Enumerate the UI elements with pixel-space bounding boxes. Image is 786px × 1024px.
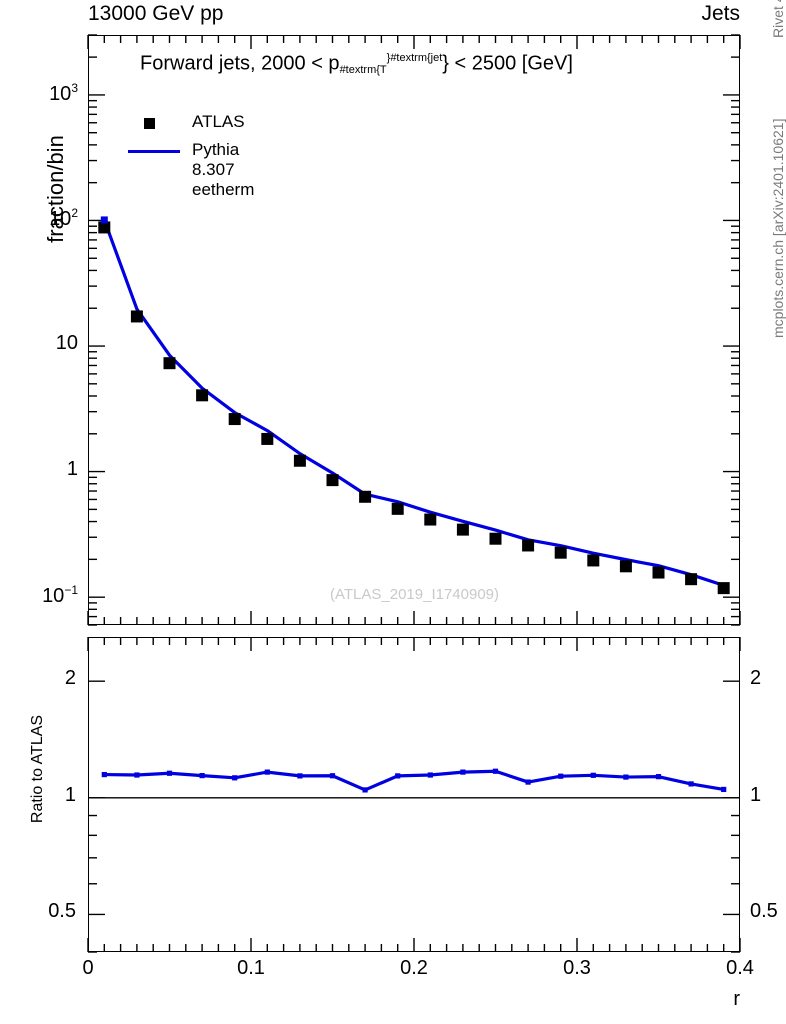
ratio-marker — [199, 773, 205, 779]
y-tick-label-base: 10 — [42, 584, 65, 607]
data-marker — [261, 432, 274, 445]
data-marker — [456, 523, 469, 536]
ratio-marker — [427, 772, 433, 778]
ratio-marker — [264, 769, 270, 775]
ratio-marker — [558, 773, 564, 779]
data-marker — [359, 490, 372, 503]
y-tick-label-base: 10 — [49, 82, 72, 105]
x-tick-label: 0 — [82, 957, 94, 979]
x-tick-label: 0.3 — [563, 957, 591, 979]
data-marker — [424, 513, 437, 526]
rivet-version-caption: Rivet 4.1.0, 700k events — [770, 0, 786, 38]
legend-marker-line-icon — [128, 150, 180, 153]
ratio-marker — [395, 773, 401, 779]
y-tick-label-exponent: 3 — [71, 80, 78, 95]
mcplots-source-caption: mcplots.cern.ch [arXiv:2401.10621] — [770, 118, 786, 338]
ratio-marker — [101, 771, 107, 778]
y-tick-label: 1 — [0, 458, 78, 481]
ratio-tick-label-left: 2 — [64, 667, 76, 690]
y-tick-label-exponent: −1 — [64, 583, 78, 598]
title-subscript: #textrm{T — [339, 64, 387, 77]
legend-label-atlas: ATLAS — [192, 112, 245, 131]
data-marker — [522, 539, 535, 552]
ratio-marker — [460, 769, 466, 775]
y-tick-label-exponent: 2 — [71, 206, 78, 221]
data-marker — [163, 357, 176, 370]
y-tick-label-base: 10 — [55, 332, 78, 355]
ratio-marker — [362, 787, 368, 793]
legend-marker-square-icon — [144, 118, 155, 129]
ratio-plot-panel — [88, 637, 740, 952]
header-analysis-category: Jets — [701, 2, 740, 25]
page-title: Forward jets, 2000 < p#textrm{T}#textrm{… — [140, 52, 573, 76]
ratio-marker — [721, 786, 727, 793]
y-tick-label: 102 — [0, 206, 78, 231]
data-marker — [717, 582, 730, 595]
ratio-marker — [329, 773, 336, 779]
ratio-marker — [688, 781, 694, 787]
title-prefix: Forward jets, 2000 < p — [140, 52, 340, 75]
legend-label-pythia: Pythia 8.307 eetherm — [192, 140, 255, 199]
ratio-marker — [297, 773, 303, 779]
ratio-marker — [525, 779, 531, 785]
ratio-tick-label-right: 2 — [750, 667, 762, 690]
data-marker — [652, 566, 665, 579]
ratio-tick-label-left: 0.5 — [48, 900, 76, 923]
data-marker — [587, 554, 600, 567]
ratio-tick-label-right: 1 — [750, 783, 762, 806]
ratio-curve — [104, 769, 724, 792]
data-marker — [130, 310, 143, 323]
data-marker — [554, 546, 567, 559]
ratio-marker — [590, 772, 596, 778]
ratio-marker — [232, 775, 238, 781]
y-tick-label: 103 — [0, 81, 78, 106]
y-tick-label: 10−1 — [0, 583, 78, 608]
ratio-marker — [134, 772, 140, 778]
data-marker — [619, 560, 632, 573]
title-superscript: }#textrm{jet — [386, 52, 443, 64]
title-suffix: } < 2500 [GeV] — [442, 52, 573, 75]
data-marker — [293, 454, 306, 467]
y-tick-label: 10 — [0, 332, 78, 355]
ratio-marker — [166, 770, 173, 776]
ratio-marker — [623, 774, 629, 780]
data-marker — [98, 221, 111, 234]
ratio-tick-label-right: 0.5 — [750, 900, 778, 923]
data-marker — [326, 474, 339, 487]
model-marker — [100, 216, 108, 224]
data-marker — [489, 532, 502, 545]
x-tick-label: 0.2 — [400, 957, 428, 979]
ratio-y-axis-label: Ratio to ATLAS — [29, 714, 46, 824]
data-marker — [685, 573, 698, 586]
ratio-tick-label-left: 1 — [64, 783, 76, 806]
data-marker — [196, 389, 209, 402]
x-tick-label: 0.4 — [726, 957, 754, 979]
y-tick-label-base: 10 — [49, 208, 72, 231]
data-marker — [391, 502, 404, 515]
ratio-marker — [492, 768, 499, 774]
main-plot-panel — [88, 35, 740, 625]
ratio-marker — [655, 774, 662, 780]
x-tick-label: 0.1 — [237, 957, 265, 979]
x-axis-label: r — [733, 988, 740, 1010]
y-axis-label: fraction/bin — [43, 135, 68, 243]
header-collision-energy: 13000 GeV pp — [88, 2, 224, 25]
analysis-id-watermark: (ATLAS_2019_I1740909) — [330, 586, 500, 603]
model-curve — [102, 219, 725, 587]
y-tick-label-base: 1 — [66, 457, 78, 480]
data-marker — [228, 413, 241, 426]
